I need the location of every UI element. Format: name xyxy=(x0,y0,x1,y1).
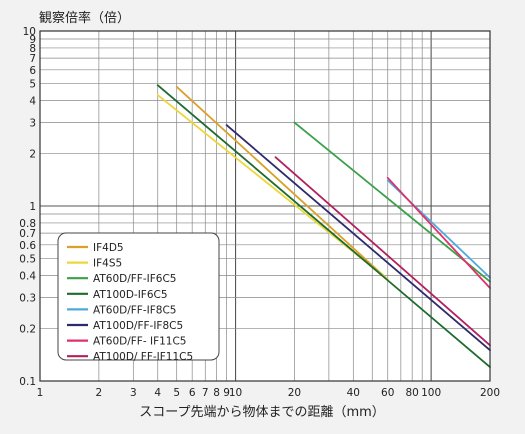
legend-label: AT100D/ FF-IF11C5 xyxy=(93,351,193,363)
x-tick-label: 9 xyxy=(223,387,230,399)
series-line xyxy=(274,156,491,347)
x-tick-label: 20 xyxy=(288,387,301,399)
legend-label: IF4S5 xyxy=(93,258,122,270)
y-tick-label: 0.4 xyxy=(19,271,36,283)
x-tick-label: 4 xyxy=(154,387,161,399)
y-tick-label: 9 xyxy=(29,34,36,46)
x-tick-label: 100 xyxy=(421,387,441,399)
x-tick-label: 200 xyxy=(480,387,500,399)
grid-lines xyxy=(40,31,490,381)
x-tick-label: 60 xyxy=(381,387,394,399)
y-tick-label: 10 xyxy=(23,26,36,38)
y-tick-label: 0.1 xyxy=(19,376,36,388)
series-lines xyxy=(156,84,491,369)
y-tick-label: 5 xyxy=(29,79,36,91)
x-tick-label: 1 xyxy=(37,387,44,399)
legend-label: AT100D-IF6C5 xyxy=(93,289,168,301)
series-line xyxy=(386,176,491,289)
y-tick-label: 0.6 xyxy=(19,240,36,252)
legend-label: AT60D/FF-IF8C5 xyxy=(93,304,176,316)
legend-box xyxy=(57,232,220,361)
series-line xyxy=(175,85,389,281)
x-axis-title: スコープ先端から物体までの距離（mm） xyxy=(139,405,385,420)
y-tick-label: 7 xyxy=(29,53,36,65)
y-tick-label: 0.8 xyxy=(19,218,36,230)
y-axis-title: 観察倍率（倍） xyxy=(39,10,130,26)
series-line xyxy=(225,124,491,352)
x-tick-label: 3 xyxy=(130,387,137,399)
y-tick-label: 0.2 xyxy=(19,323,36,335)
y-tick-label: 2 xyxy=(29,148,36,160)
x-tick-label: 8 xyxy=(213,387,220,399)
x-tick-labels: 1 2 3 4 5 6 7 8 910 20 40 60 80 100 200 xyxy=(37,387,500,399)
legend-label: AT100D/FF-IF8C5 xyxy=(93,320,183,332)
x-tick-label: 80 xyxy=(405,387,418,399)
legend-label: IF4D5 xyxy=(93,242,124,254)
y-tick-label: 0.5 xyxy=(19,254,36,266)
y-tick-label: 6 xyxy=(29,65,36,77)
y-tick-label: 8 xyxy=(29,43,36,55)
x-tick-label: 10 xyxy=(229,387,242,399)
series-line xyxy=(293,121,491,283)
x-tick-label: 6 xyxy=(189,387,196,399)
y-tick-label: 1 xyxy=(29,201,36,213)
legend-label: AT60D/FF-IF6C5 xyxy=(93,273,176,285)
series-line xyxy=(156,84,491,369)
legend-label: AT60D/FF- IF11C5 xyxy=(93,336,186,348)
x-tick-label: 40 xyxy=(347,387,360,399)
x-tick-label: 2 xyxy=(96,387,103,399)
legend-items: IF4D5 IF4S5 AT60D/FF-IF6C5 AT100D-IF6C5 AT60… xyxy=(67,242,193,363)
y-tick-label: 3 xyxy=(29,118,36,130)
x-tick-label: 5 xyxy=(173,387,180,399)
legend: IF4D5 IF4S5 AT60D/FF-IF6C5 AT100D-IF6C5 AT60… xyxy=(57,232,220,363)
y-tick-label: 0.7 xyxy=(19,228,36,240)
y-tick-label: 0.3 xyxy=(19,293,36,305)
y-tick-label: 4 xyxy=(29,96,36,108)
x-tick-label: 7 xyxy=(202,387,209,399)
plot-frame xyxy=(39,30,491,382)
